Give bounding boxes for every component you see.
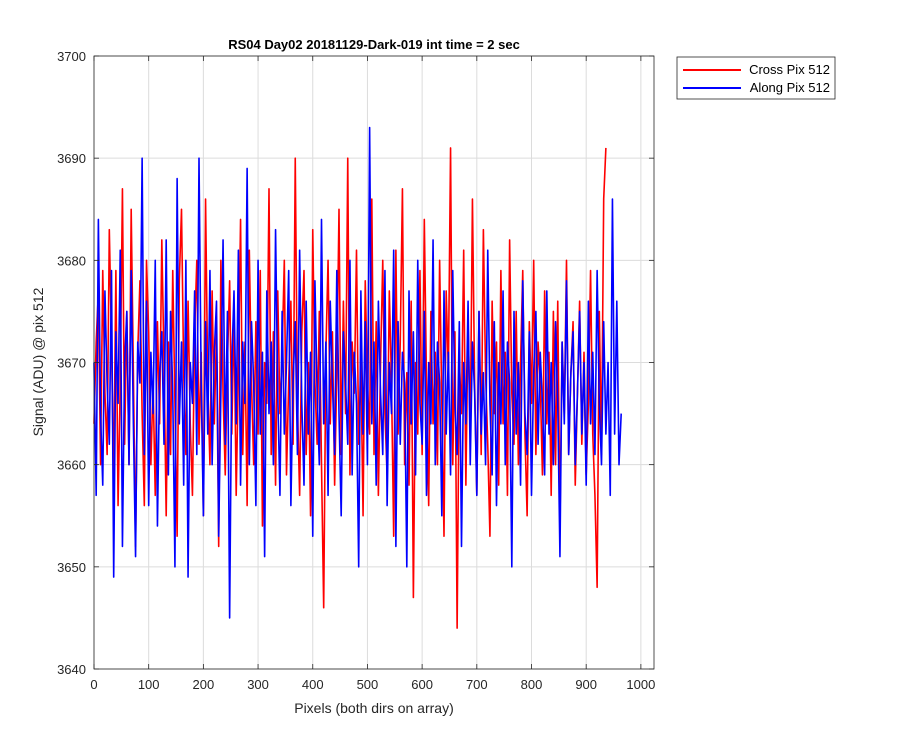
x-tick-label: 100 (138, 677, 160, 692)
x-tick-label: 0 (90, 677, 97, 692)
y-tick-label: 3660 (57, 458, 86, 473)
ticks (93, 55, 654, 670)
x-axis-label: Pixels (both dirs on array) (294, 700, 454, 716)
series-line-along (93, 126, 622, 619)
x-tick-label: 300 (247, 677, 269, 692)
y-tick-label: 3650 (57, 560, 86, 575)
y-tick-label: 3640 (57, 662, 86, 677)
x-tick-labels: 0 100 200 300 400 500 600 700 800 900 1000 (90, 677, 655, 692)
y-tick-label: 3700 (57, 49, 86, 64)
x-tick-label: 700 (466, 677, 488, 692)
y-tick-label: 3690 (57, 151, 86, 166)
y-tick-label: 3670 (57, 356, 86, 371)
series-layer (93, 126, 622, 629)
legend-box (676, 56, 836, 100)
y-tick-labels: 3640 3650 3660 3670 3680 3690 3700 (57, 49, 86, 677)
x-tick-label: 900 (575, 677, 597, 692)
legend-entry-along: Along Pix 512 (750, 80, 830, 95)
chart-title: RS04 Day02 20181129-Dark-019 int time = … (228, 37, 520, 52)
x-tick-label: 1000 (626, 677, 655, 692)
x-tick-label: 400 (302, 677, 324, 692)
legend-entry-cross: Cross Pix 512 (749, 62, 830, 77)
series-line-cross (93, 147, 607, 629)
y-tick-label: 3680 (57, 253, 86, 268)
legend: Cross Pix 512 Along Pix 512 (676, 56, 836, 100)
x-tick-label: 500 (357, 677, 379, 692)
x-tick-label: 200 (193, 677, 215, 692)
x-tick-label: 800 (521, 677, 543, 692)
y-axis-label: Signal (ADU) @ pix 512 (30, 287, 46, 436)
x-tick-label: 600 (411, 677, 433, 692)
